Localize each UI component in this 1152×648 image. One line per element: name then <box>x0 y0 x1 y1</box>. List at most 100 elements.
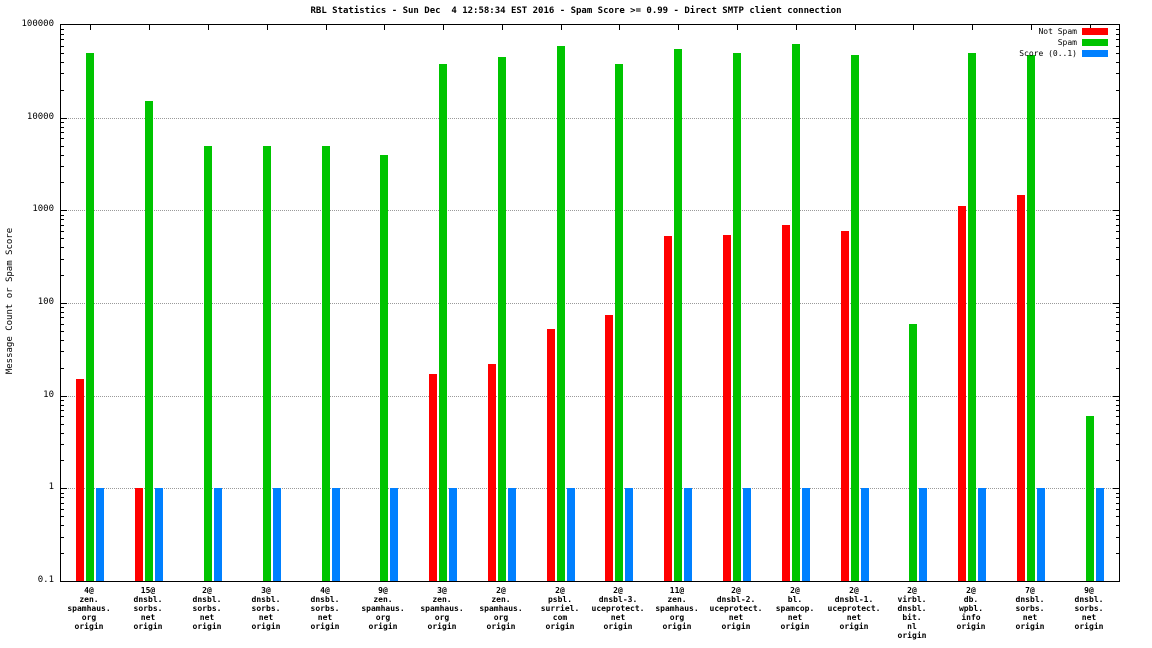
minor-tick <box>1116 182 1119 183</box>
x-tick-label: 9@ zen. spamhaus. org origin <box>361 586 405 631</box>
minor-tick <box>61 410 64 411</box>
x-axis-tick <box>267 25 268 30</box>
gridline <box>61 396 1119 397</box>
minor-tick <box>1116 146 1119 147</box>
minor-tick <box>61 424 64 425</box>
x-axis-tick <box>502 25 503 30</box>
bar-score-0-1- <box>273 488 281 581</box>
minor-tick <box>61 324 64 325</box>
minor-tick <box>1116 138 1119 139</box>
axis-tick <box>61 210 67 211</box>
minor-tick <box>61 509 64 510</box>
minor-tick <box>1116 155 1119 156</box>
minor-tick <box>61 497 64 498</box>
minor-tick <box>61 351 64 352</box>
x-axis-tick <box>1090 25 1091 30</box>
minor-tick <box>1116 553 1119 554</box>
y-tick-label: 10000 <box>26 112 54 122</box>
minor-tick <box>1116 324 1119 325</box>
minor-tick <box>1116 166 1119 167</box>
plot-area <box>60 24 1120 582</box>
x-tick-label: 2@ dnsbl-2. uceprotect. net origin <box>709 586 763 631</box>
minor-tick <box>1116 525 1119 526</box>
bar-score-0-1- <box>508 488 516 581</box>
bar-spam <box>909 324 917 581</box>
bar-not-spam <box>488 364 496 581</box>
bar-spam <box>145 101 153 581</box>
minor-tick <box>1116 34 1119 35</box>
x-tick-label: 7@ dnsbl. sorbs. net origin <box>1015 586 1045 631</box>
x-tick-label: 2@ psbl. surriel. com origin <box>540 586 580 631</box>
minor-tick <box>61 368 64 369</box>
bar-spam <box>674 49 682 581</box>
legend-entry: Score (0..1) <box>1019 49 1108 58</box>
bar-not-spam <box>429 374 437 581</box>
x-axis-tick <box>619 25 620 30</box>
gridline <box>61 303 1119 304</box>
x-axis-tick <box>796 25 797 30</box>
minor-tick <box>61 46 64 47</box>
bar-spam <box>851 55 859 581</box>
minor-tick <box>1116 400 1119 401</box>
minor-tick <box>61 444 64 445</box>
bar-spam <box>792 44 800 581</box>
minor-tick <box>61 516 64 517</box>
minor-tick <box>1116 127 1119 128</box>
legend-entry: Spam <box>1019 38 1108 47</box>
minor-tick <box>1116 537 1119 538</box>
minor-tick <box>61 460 64 461</box>
minor-tick <box>61 312 64 313</box>
bar-not-spam <box>723 235 731 581</box>
x-tick-label: 9@ dnsbl. sorbs. net origin <box>1074 586 1104 631</box>
legend-swatch <box>1082 50 1108 57</box>
x-axis-tick <box>208 25 209 30</box>
x-axis-tick <box>855 25 856 30</box>
minor-tick <box>1116 307 1119 308</box>
axis-tick <box>1113 118 1119 119</box>
minor-tick <box>61 219 64 220</box>
bar-score-0-1- <box>978 488 986 581</box>
minor-tick <box>1116 215 1119 216</box>
axis-tick <box>1113 396 1119 397</box>
bar-score-0-1- <box>390 488 398 581</box>
y-tick-label: 0.1 <box>37 575 54 585</box>
legend-label: Score (0..1) <box>1019 49 1077 58</box>
bar-spam <box>1086 416 1094 581</box>
axis-tick <box>61 488 67 489</box>
minor-tick <box>1116 444 1119 445</box>
minor-tick <box>1116 368 1119 369</box>
minor-tick <box>61 166 64 167</box>
y-tick-label: 10 <box>43 390 54 400</box>
bar-not-spam <box>135 488 143 581</box>
axis-tick <box>61 118 67 119</box>
bar-score-0-1- <box>214 488 222 581</box>
x-tick-label: 2@ dnsbl. sorbs. net origin <box>192 586 222 631</box>
x-tick-label: 4@ dnsbl. sorbs. net origin <box>310 586 340 631</box>
minor-tick <box>1116 497 1119 498</box>
minor-tick <box>61 259 64 260</box>
minor-tick <box>61 138 64 139</box>
axis-tick <box>61 303 67 304</box>
minor-tick <box>61 127 64 128</box>
gridline <box>61 488 1119 489</box>
minor-tick <box>61 433 64 434</box>
x-tick-label: 3@ zen. spamhaus. org origin <box>420 586 464 631</box>
legend-swatch <box>1082 39 1108 46</box>
x-axis-tick <box>561 25 562 30</box>
legend-entry: Not Spam <box>1019 27 1108 36</box>
x-tick-label: 15@ dnsbl. sorbs. net origin <box>133 586 163 631</box>
x-axis-tick <box>326 25 327 30</box>
minor-tick <box>61 331 64 332</box>
bar-spam <box>439 64 447 581</box>
minor-tick <box>61 53 64 54</box>
x-tick-label: 3@ dnsbl. sorbs. net origin <box>251 586 281 631</box>
bar-spam <box>968 53 976 581</box>
x-tick-label: 2@ db. wpbl. info origin <box>956 586 986 631</box>
bar-spam <box>615 64 623 581</box>
minor-tick <box>61 39 64 40</box>
minor-tick <box>61 340 64 341</box>
minor-tick <box>61 405 64 406</box>
minor-tick <box>1116 351 1119 352</box>
bar-score-0-1- <box>919 488 927 581</box>
minor-tick <box>61 416 64 417</box>
